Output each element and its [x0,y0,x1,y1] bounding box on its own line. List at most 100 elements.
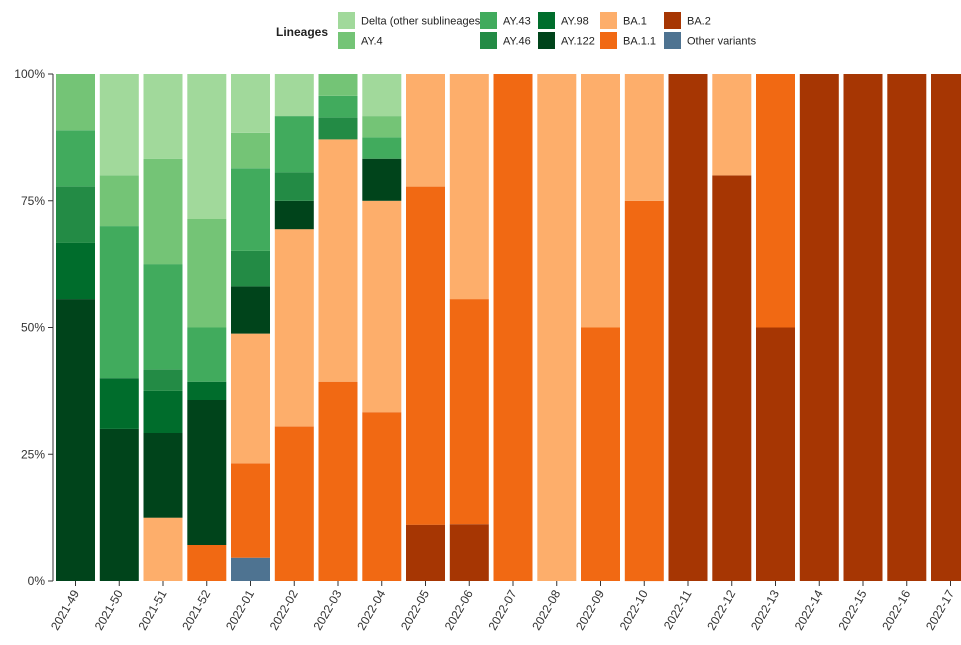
bar-segment-2022-05-ba-1-1 [406,186,445,525]
bar-2022-15 [843,74,883,581]
legend-label-ba-2: BA.2 [687,16,711,28]
bar-2022-08 [537,74,577,581]
bar-2022-01 [231,74,270,581]
bar-segment-2022-02-ba-1 [274,229,314,427]
legend-label-ay-98: AY.98 [561,16,589,28]
legend-swatch-ay-43 [480,12,497,29]
bar-2022-04 [362,74,402,581]
bar-segment-2022-01-delta-other-sublineages- [231,74,270,133]
bar-segment-2022-03-ay-43 [318,95,358,118]
bar-segment-2022-12-ba-2 [712,175,752,581]
bar-segment-2022-01-ba-1 [231,333,270,464]
bar-2021-49 [56,74,95,581]
bar-segment-2021-49-ay-98 [56,242,95,300]
x-tick-label-2022-12: 2022-12 [704,587,738,632]
y-tick-label-1: 25% [21,447,45,461]
legend-swatch-ba-2 [664,12,681,29]
bar-segment-2022-02-delta-other-sublineages- [274,74,314,117]
bar-2022-10 [624,74,664,582]
bar-2021-51 [143,74,183,581]
bar-segment-2022-10-ba-1 [624,74,664,201]
legend-swatch-ba-1 [600,12,617,29]
bar-segment-2022-01-ay-43 [231,168,270,251]
bar-2021-52 [187,74,227,581]
legend-label-ay-4: AY.4 [361,36,383,48]
bar-2022-11 [668,74,708,581]
bar-segment-2021-50-ay-43 [99,226,139,379]
bar-segment-2021-51-ba-1 [143,517,183,581]
bar-segment-2022-04-ay-43 [362,137,402,159]
x-tick-label-2022-07: 2022-07 [485,587,519,632]
bar-segment-2022-11-ba-2 [668,74,708,581]
bar-segment-2022-01-ay-46 [231,250,270,287]
bar-segment-2021-50-ay-122 [99,428,139,581]
legend-swatch-ay-122 [538,32,555,49]
legend-label-ay-46: AY.46 [503,36,531,48]
bar-segment-2021-52-delta-other-sublineages- [187,74,227,219]
bar-segment-2021-51-ay-122 [143,433,183,518]
bar-segment-2021-51-ay-4 [143,158,183,265]
y-tick-label-4: 100% [14,67,45,81]
x-tick-label-2022-06: 2022-06 [442,587,476,632]
bar-segment-2022-01-ay-122 [231,286,270,334]
bar-2022-12 [712,74,752,581]
bar-segment-2022-04-ba-1-1 [362,412,402,581]
x-tick-label-2022-08: 2022-08 [529,587,563,632]
x-tick-label-2022-04: 2022-04 [354,587,388,632]
bar-segment-2022-04-ay-122 [362,158,402,201]
bar-segment-2022-04-delta-other-sublineages- [362,74,402,117]
bar-segment-2022-02-ay-43 [274,116,314,173]
legend-label-ay-43: AY.43 [503,16,531,28]
x-tick-label-2022-15: 2022-15 [835,587,869,632]
bar-2022-05 [406,74,445,581]
bar-segment-2022-13-ba-2 [756,327,795,581]
x-tick-label-2022-05: 2022-05 [398,587,432,632]
x-tick-label-2022-01: 2022-01 [223,587,257,632]
y-tick-label-2: 50% [21,321,45,335]
bar-segment-2021-49-ay-122 [56,299,95,581]
bar-segment-2022-09-ba-1 [581,74,620,328]
x-tick-label-2022-02: 2022-02 [267,587,301,632]
bar-segment-2022-03-ay-4 [318,74,358,96]
bar-segment-2021-52-ay-98 [187,381,227,400]
bar-segment-2022-04-ba-1 [362,200,402,413]
bar-segment-2021-51-delta-other-sublineages- [143,74,183,159]
bar-segment-2022-17-ba-2 [931,74,961,581]
bar-segment-2022-15-ba-2 [843,74,883,581]
bar-2022-17 [931,74,961,581]
x-tick-label-2022-14: 2022-14 [792,587,826,632]
x-tick-label-2022-03: 2022-03 [310,587,344,632]
bar-segment-2021-52-ay-4 [187,219,227,328]
bar-segment-2022-08-ba-1 [537,74,577,581]
bar-segment-2022-13-ba-1-1 [756,74,795,328]
bar-segment-2022-07-ba-1-1 [493,74,533,581]
bar-segment-2022-05-ba-2 [406,524,445,581]
bar-segment-2021-51-ay-46 [143,369,183,391]
legend-swatch-ba-1-1 [600,32,617,49]
x-tick-label-2021-51: 2021-51 [135,587,169,632]
bar-segment-2022-06-ba-1 [449,74,489,300]
legend-label-ay-122: AY.122 [561,36,595,48]
bar-segment-2022-02-ay-122 [274,200,314,230]
bar-2022-02 [274,74,314,581]
bar-2022-13 [756,74,795,581]
bar-segment-2021-52-ay-43 [187,327,227,382]
bar-segment-2022-01-ba-1-1 [231,463,270,558]
bar-segment-2021-49-ay-43 [56,130,95,187]
bar-segment-2022-02-ba-1-1 [274,426,314,581]
bar-segment-2022-16-ba-2 [887,74,927,581]
bar-segment-2022-03-ba-1-1 [318,381,358,581]
x-axis: 2021-49 2021-50 2021-51 2021-52 2022-01 2022-… [48,581,957,633]
x-tick-label-2021-52: 2021-52 [179,587,213,632]
bar-2022-09 [581,74,620,581]
bar-segment-2021-51-ay-43 [143,264,183,370]
bar-segment-2021-52-ay-122 [187,400,227,545]
bar-2022-03 [318,74,358,581]
y-tick-label-0: 0% [28,574,46,588]
legend-label-ba-1: BA.1 [623,16,647,28]
legend-swatch-ay-4 [338,32,355,49]
legend-label-delta-other-sublineages-: Delta (other sublineages) [361,16,484,28]
bar-2022-14 [799,74,839,581]
bar-2022-16 [887,74,927,581]
bar-segment-2021-51-ay-98 [143,390,183,433]
